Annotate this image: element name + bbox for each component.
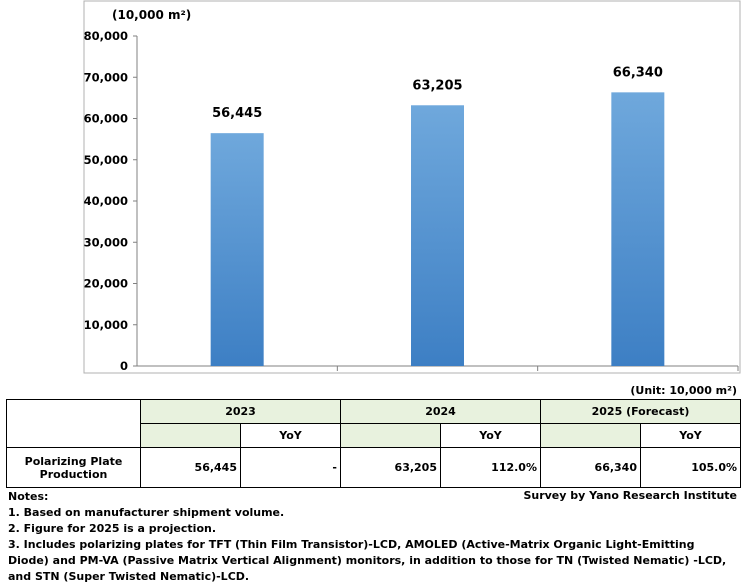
y-tick-label: 30,000 bbox=[84, 235, 128, 249]
year-header: 2023 bbox=[140, 399, 341, 424]
bar-value-labels: 56,445 63,205 66,340 bbox=[212, 65, 663, 121]
y-tick-label: 10,000 bbox=[84, 318, 128, 332]
yoy-header: YoY bbox=[240, 423, 341, 448]
notes: Notes: 1. Based on manufacturer shipment… bbox=[8, 489, 738, 585]
y-tick-label: 70,000 bbox=[84, 70, 128, 84]
bar-value-label: 66,340 bbox=[613, 65, 663, 80]
plot-area bbox=[83, 0, 741, 374]
yoy-cell: 105.0% bbox=[639, 447, 741, 488]
data-table: 2023 2024 2025 (Forecast) YoY YoY YoY Po… bbox=[6, 399, 741, 488]
yoy-cell: 112.0% bbox=[440, 447, 541, 488]
y-tick-label: 60,000 bbox=[84, 112, 128, 126]
header-spacer bbox=[140, 423, 241, 448]
note-item: 1. Based on manufacturer shipment volume… bbox=[8, 506, 285, 519]
bar-value-label: 56,445 bbox=[212, 106, 262, 121]
y-tick-label: 40,000 bbox=[84, 194, 128, 208]
year-header: 2024 bbox=[340, 399, 541, 424]
bar bbox=[611, 92, 665, 366]
value-cell: 56,445 bbox=[140, 447, 241, 488]
header-spacer bbox=[340, 423, 441, 448]
year-header: 2025 (Forecast) bbox=[539, 399, 741, 424]
notes-title: Notes: bbox=[8, 490, 49, 503]
y-tick-label: 80,000 bbox=[84, 29, 128, 43]
bar bbox=[411, 105, 464, 367]
bar-value-label: 63,205 bbox=[412, 78, 462, 93]
header-spacer bbox=[540, 423, 641, 448]
y-tick-label: 20,000 bbox=[84, 277, 128, 291]
note-item: 2. Figure for 2025 is a projection. bbox=[8, 522, 217, 535]
table-corner bbox=[6, 399, 141, 448]
bar-chart: (10,000 m²) 0 10,000 20,000 30,000 40,000 50,… bbox=[83, 0, 741, 374]
bar bbox=[210, 133, 264, 366]
note-item: 3. Includes polarizing plates for TFT (T… bbox=[8, 538, 727, 583]
table-unit-note: (Unit: 10,000 m²) bbox=[630, 384, 737, 397]
y-tick-label: 0 bbox=[120, 359, 128, 373]
row-label: Polarizing Plate Production bbox=[6, 447, 141, 488]
y-tick-label: 50,000 bbox=[84, 153, 128, 167]
source-credit: Survey by Yano Research Institute bbox=[523, 489, 737, 502]
y-axis-unit-label: (10,000 m²) bbox=[112, 8, 191, 22]
yoy-cell: - bbox=[240, 447, 341, 488]
y-axis: 0 10,000 20,000 30,000 40,000 50,000 60,000 70,… bbox=[84, 29, 739, 373]
yoy-header: YoY bbox=[639, 423, 741, 448]
value-cell: 63,205 bbox=[340, 447, 441, 488]
bars bbox=[210, 92, 665, 367]
yoy-header: YoY bbox=[440, 423, 541, 448]
value-cell: 66,340 bbox=[540, 447, 641, 488]
